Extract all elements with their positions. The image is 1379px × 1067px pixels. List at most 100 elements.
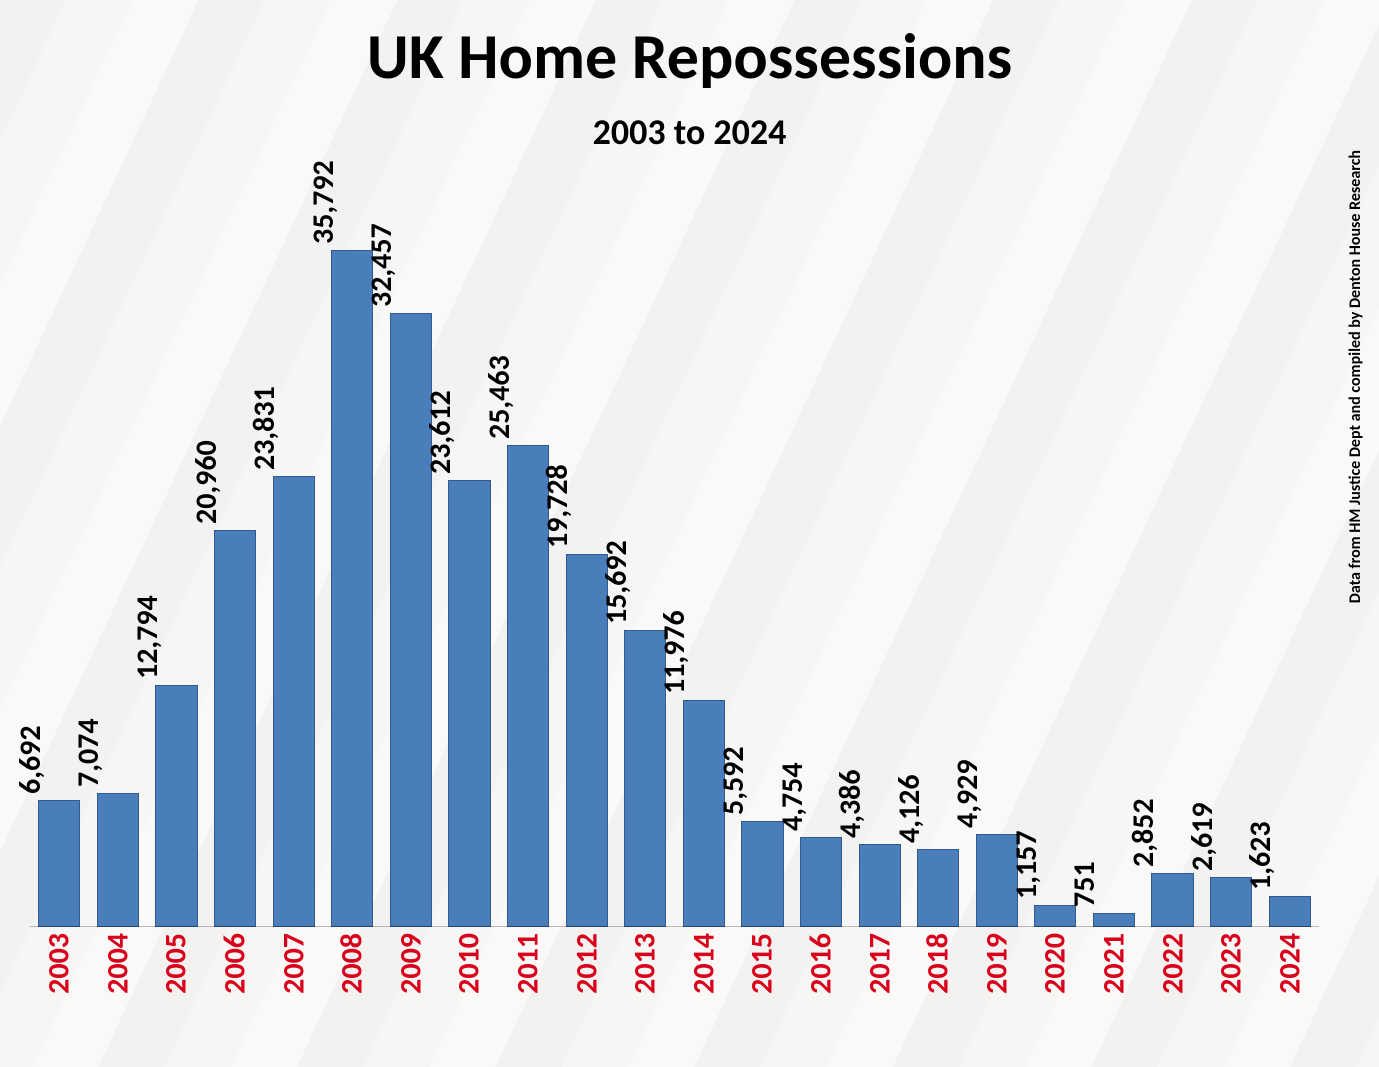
bar-value-label: 23,831 [246, 386, 283, 470]
bar-value-label: 19,728 [539, 464, 576, 548]
bar-slot: 4,929 [968, 170, 1027, 927]
year-label: 2011 [510, 933, 547, 994]
x-tick: 2022 [1143, 927, 1202, 1037]
bar-value-label: 5,592 [715, 747, 752, 816]
bar [917, 849, 959, 927]
year-label: 2008 [334, 933, 371, 994]
chart-subtitle: 2003 to 2024 [0, 110, 1379, 154]
x-tick: 2017 [850, 927, 909, 1037]
x-tick: 2024 [1260, 927, 1319, 1037]
year-label: 2019 [978, 933, 1015, 994]
bar [331, 250, 373, 927]
bar [859, 844, 901, 927]
x-tick: 2009 [382, 927, 441, 1037]
year-label: 2018 [920, 933, 957, 994]
bar-value-label: 11,976 [656, 611, 693, 695]
x-tick: 2020 [1026, 927, 1085, 1037]
year-label: 2023 [1213, 933, 1250, 994]
x-tick: 2014 [675, 927, 734, 1037]
year-label: 2016 [803, 933, 840, 994]
bar [1034, 905, 1076, 927]
x-tick: 2011 [499, 927, 558, 1037]
x-tick: 2016 [792, 927, 851, 1037]
year-label: 2003 [41, 933, 78, 994]
x-tick: 2008 [323, 927, 382, 1037]
bar [448, 480, 490, 927]
bar-slot: 1,623 [1260, 170, 1319, 927]
year-label: 2004 [99, 933, 136, 994]
data-source-note: Data from HM Justice Dept and compiled b… [1346, 150, 1365, 603]
bar-slot: 32,457 [382, 170, 441, 927]
x-tick: 2019 [968, 927, 1027, 1037]
bar-value-label: 6,692 [12, 726, 49, 795]
bar-slot: 1,157 [1026, 170, 1085, 927]
bar-value-label: 7,074 [70, 719, 107, 788]
year-label: 2006 [217, 933, 254, 994]
bar [273, 476, 315, 927]
bar-value-label: 35,792 [305, 160, 342, 244]
x-tick: 2005 [147, 927, 206, 1037]
bar-value-label: 25,463 [481, 355, 518, 439]
bar [1269, 896, 1311, 927]
bar [155, 685, 197, 927]
bar-slot: 12,794 [147, 170, 206, 927]
year-label: 2021 [1095, 933, 1132, 994]
year-label: 2024 [1271, 933, 1308, 994]
bar-value-label: 4,929 [949, 759, 986, 828]
bar-value-label: 751 [1066, 861, 1103, 907]
bar-value-label: 2,852 [1125, 798, 1162, 867]
x-tick: 2013 [616, 927, 675, 1037]
bar-slot: 20,960 [206, 170, 265, 927]
year-label: 2007 [275, 933, 312, 994]
bar-value-label: 32,457 [363, 223, 400, 307]
bar-slot: 6,692 [30, 170, 89, 927]
year-label: 2020 [1037, 933, 1074, 994]
plot-area: 6,6927,07412,79420,96023,83135,79232,457… [30, 170, 1319, 1037]
year-label: 2013 [627, 933, 664, 994]
bar-slot: 15,692 [616, 170, 675, 927]
bar-value-label: 12,794 [129, 595, 166, 679]
x-tick: 2003 [30, 927, 89, 1037]
bar-slot: 7,074 [89, 170, 148, 927]
bar-value-label: 1,623 [1242, 822, 1279, 891]
bar [1151, 873, 1193, 927]
bar-value-label: 2,619 [1184, 803, 1221, 872]
bar-value-label: 15,692 [598, 540, 635, 624]
x-tick: 2004 [89, 927, 148, 1037]
x-tick: 2006 [206, 927, 265, 1037]
bar-value-label: 4,386 [832, 769, 869, 838]
bar-value-label: 20,960 [188, 441, 225, 525]
year-label: 2017 [861, 933, 898, 994]
bar-value-label: 23,612 [422, 390, 459, 474]
year-label: 2015 [744, 933, 781, 994]
bar [97, 793, 139, 927]
chart-container: UK Home Repossessions 2003 to 2024 Data … [0, 0, 1379, 1067]
chart-title: UK Home Repossessions [0, 18, 1379, 96]
year-label: 2010 [451, 933, 488, 994]
x-tick: 2010 [440, 927, 499, 1037]
year-label: 2009 [392, 933, 429, 994]
x-tick: 2023 [1202, 927, 1261, 1037]
x-tick: 2007 [264, 927, 323, 1037]
bar-slot: 2,619 [1202, 170, 1261, 927]
bar [214, 530, 256, 927]
year-label: 2005 [158, 933, 195, 994]
year-label: 2012 [568, 933, 605, 994]
year-label: 2014 [685, 933, 722, 994]
x-tick: 2018 [909, 927, 968, 1037]
bar [1093, 913, 1135, 927]
bar [741, 821, 783, 927]
x-axis: 2003 2004 2005 2006 2007 2008 2009 2010 2011 2012… [30, 927, 1319, 1037]
bar-slot: 23,612 [440, 170, 499, 927]
year-label: 2022 [1154, 933, 1191, 994]
bar [800, 837, 842, 927]
bar [38, 800, 80, 927]
bars-group: 6,6927,07412,79420,96023,83135,79232,457… [30, 170, 1319, 927]
bar-value-label: 4,126 [891, 774, 928, 843]
bar-slot: 23,831 [264, 170, 323, 927]
x-tick: 2015 [733, 927, 792, 1037]
bar-slot: 25,463 [499, 170, 558, 927]
bar-value-label: 1,157 [1008, 831, 1045, 900]
x-tick: 2012 [557, 927, 616, 1037]
x-tick: 2021 [1085, 927, 1144, 1037]
